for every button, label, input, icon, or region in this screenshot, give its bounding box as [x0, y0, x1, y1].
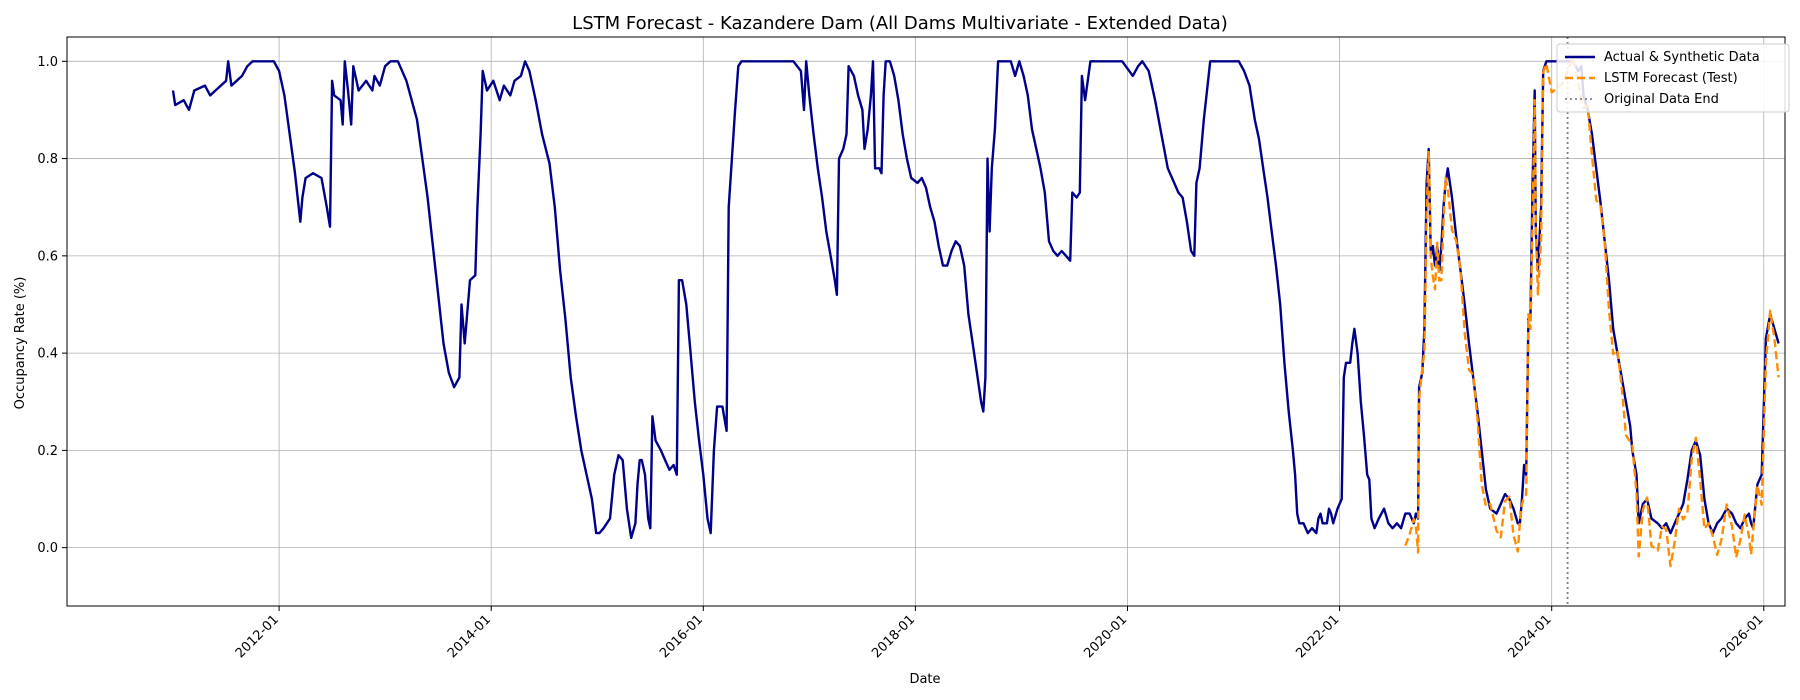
series-line-actual [171, 60, 1780, 540]
x-tick-label: 2026-01 [1718, 612, 1767, 661]
x-tick-label: 2018-01 [869, 612, 918, 661]
x-tick-label: 2022-01 [1293, 612, 1342, 661]
legend-label-original-data-end: Original Data End [1604, 92, 1719, 107]
series-layer [171, 37, 1780, 606]
x-axis-title: Date [909, 672, 940, 687]
y-tick-label: 0.4 [37, 347, 58, 362]
x-tick-label: 2020-01 [1081, 612, 1130, 661]
y-tick-label: 0.0 [37, 541, 58, 556]
y-tick-label: 0.6 [37, 249, 58, 264]
legend-box [1556, 43, 1790, 113]
legend-item-actual: Actual & Synthetic Data [1565, 50, 1760, 65]
legend-item-original-data-end: Original Data End [1565, 92, 1719, 107]
y-tick-label: 0.8 [37, 152, 58, 167]
plot-frame [66, 36, 1786, 607]
x-tick-label: 2014-01 [445, 612, 494, 661]
y-axis: 0.0 0.2 0.4 0.6 0.8 1.0 [37, 55, 67, 556]
x-tick-label: 2016-01 [657, 612, 706, 661]
legend-label-actual: Actual & Synthetic Data [1604, 50, 1760, 65]
chart-title: LSTM Forecast - Kazandere Dam (All Dams … [572, 13, 1228, 34]
x-axis: 2012-01 2014-01 2016-01 2018-01 2020-01 2022-… [233, 606, 1767, 661]
gridlines [67, 37, 1785, 606]
y-axis-title: Occupancy Rate (%) [13, 277, 28, 410]
x-tick-label: 2024-01 [1505, 612, 1554, 661]
legend-label-forecast: LSTM Forecast (Test) [1604, 71, 1738, 86]
y-tick-label: 1.0 [37, 55, 58, 70]
x-tick-label: 2012-01 [233, 612, 282, 661]
y-tick-label: 0.2 [37, 444, 58, 459]
legend: Actual & Synthetic Data LSTM Forecast (T… [1556, 43, 1790, 113]
legend-item-forecast: LSTM Forecast (Test) [1565, 71, 1738, 86]
